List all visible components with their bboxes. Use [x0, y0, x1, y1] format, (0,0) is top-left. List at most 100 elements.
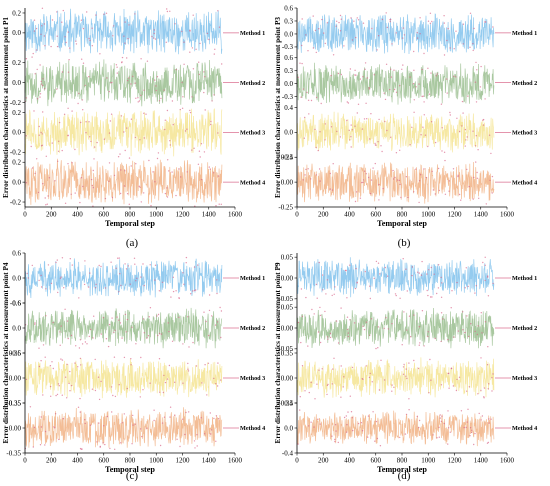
- data-point: [465, 426, 467, 429]
- data-point: [25, 97, 28, 99]
- data-point: [431, 170, 433, 173]
- data-point: [368, 88, 370, 90]
- data-point: [123, 413, 126, 415]
- data-point: [436, 437, 438, 439]
- data-point: [41, 7, 44, 9]
- data-point: [308, 391, 310, 394]
- data-point: [472, 198, 474, 200]
- data-point: [480, 389, 482, 392]
- data-point: [53, 426, 55, 428]
- data-point: [213, 377, 215, 380]
- data-point: [421, 68, 423, 71]
- data-point: [419, 342, 421, 344]
- data-point: [110, 261, 112, 263]
- data-point: [408, 398, 410, 400]
- data-point: [401, 344, 403, 346]
- data-point: [208, 309, 211, 312]
- data-point: [67, 71, 70, 73]
- data-point: [94, 287, 97, 289]
- data-point: [419, 33, 421, 35]
- data-point: [143, 332, 145, 334]
- data-point: [133, 257, 136, 259]
- data-point: [314, 398, 316, 400]
- data-point: [393, 69, 395, 71]
- y-tick-label: 0.00: [281, 178, 294, 186]
- data-point: [391, 43, 393, 45]
- data-point: [484, 21, 486, 23]
- data-point: [376, 437, 379, 440]
- data-point: [40, 145, 43, 147]
- data-point: [111, 196, 114, 199]
- data-point: [477, 393, 479, 395]
- data-point: [219, 306, 221, 309]
- data-point: [154, 279, 156, 281]
- data-point: [435, 75, 437, 77]
- data-point: [467, 285, 469, 288]
- data-point: [304, 390, 306, 392]
- data-point: [443, 54, 446, 56]
- data-point: [416, 415, 418, 418]
- data-point: [221, 63, 223, 65]
- data-point: [349, 68, 352, 70]
- data-point: [216, 279, 218, 281]
- y-tick-label: 0.0: [12, 324, 21, 332]
- data-point: [113, 331, 115, 334]
- data-point: [315, 51, 317, 54]
- data-point: [210, 429, 213, 431]
- data-point: [305, 34, 307, 36]
- x-tick-label: 1200: [448, 457, 463, 465]
- data-point: [193, 266, 196, 268]
- data-point: [138, 185, 140, 187]
- data-point: [409, 336, 412, 338]
- data-point: [70, 384, 73, 387]
- data-point: [123, 356, 126, 359]
- data-point: [349, 395, 351, 397]
- x-tick-label: 0: [295, 457, 299, 465]
- data-point: [399, 297, 401, 299]
- data-point: [100, 265, 102, 268]
- data-point: [321, 368, 323, 370]
- data-point: [111, 317, 113, 319]
- data-point: [180, 176, 182, 178]
- data-point: [443, 22, 445, 24]
- data-point: [308, 113, 310, 115]
- data-point: [405, 413, 408, 416]
- data-point: [200, 417, 202, 419]
- chart-panel-a: Method 1 0.2 0.0 Method 2 0.2 0.0 -0.2 Method 3…: [2, 7, 265, 249]
- data-point: [117, 156, 120, 158]
- data-point: [70, 334, 73, 337]
- data-point: [464, 331, 466, 334]
- data-point: [208, 38, 210, 41]
- data-point: [430, 266, 432, 269]
- data-point: [169, 10, 171, 12]
- data-point: [471, 429, 473, 431]
- data-point: [163, 89, 165, 91]
- data-point: [35, 49, 38, 51]
- data-point: [431, 20, 433, 23]
- data-point: [51, 361, 53, 363]
- data-point: [321, 274, 324, 276]
- data-point: [377, 262, 380, 264]
- data-point: [418, 83, 420, 85]
- data-point: [326, 22, 329, 24]
- data-point: [69, 47, 71, 49]
- data-point: [347, 332, 349, 334]
- y-tick-label: 0.3: [284, 17, 293, 25]
- data-point: [128, 203, 130, 205]
- data-point: [40, 83, 43, 85]
- data-point: [91, 45, 94, 47]
- data-point: [57, 291, 59, 294]
- data-point: [192, 68, 195, 70]
- data-point: [483, 387, 486, 389]
- data-point: [426, 289, 428, 292]
- data-point: [440, 340, 442, 343]
- data-point: [57, 150, 60, 152]
- data-point: [392, 169, 394, 172]
- data-point: [302, 88, 305, 90]
- y-tick-label: 0.00: [9, 424, 22, 432]
- data-point: [158, 332, 161, 335]
- data-point: [112, 25, 115, 27]
- data-point: [163, 416, 166, 418]
- data-point: [195, 289, 197, 291]
- data-point: [443, 422, 445, 425]
